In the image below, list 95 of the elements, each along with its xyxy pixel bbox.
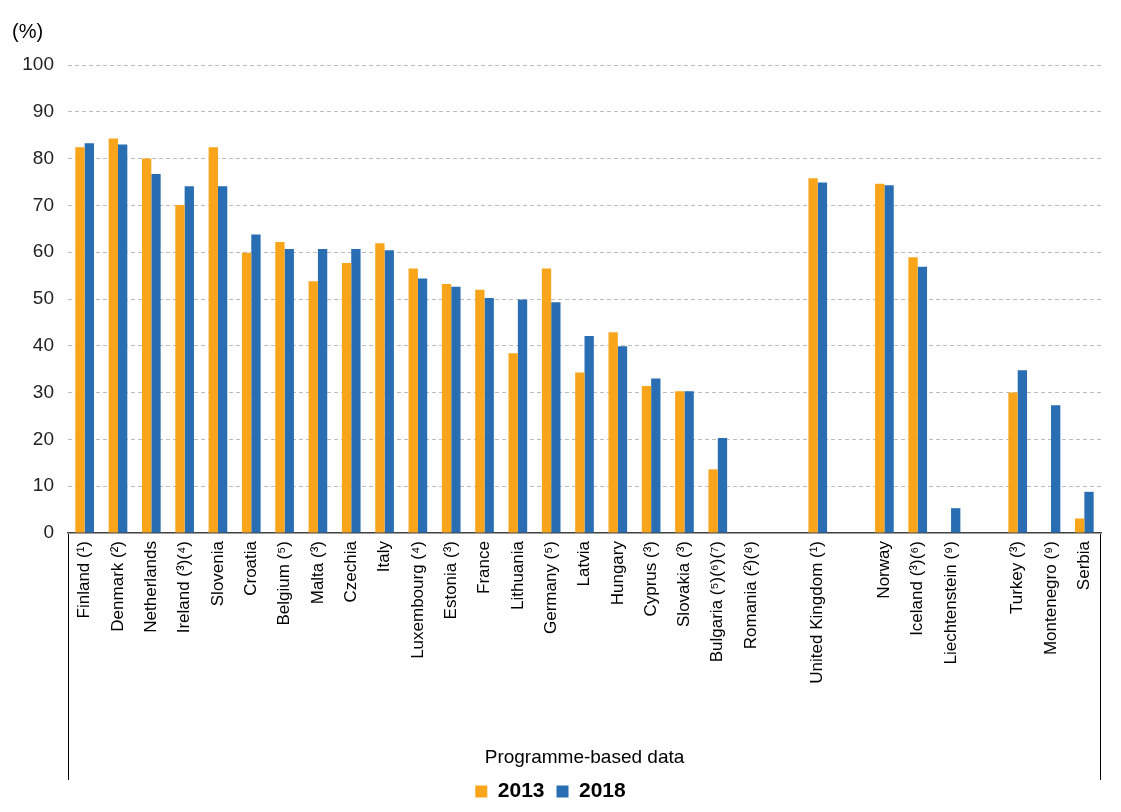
bar bbox=[517, 299, 528, 533]
x-tick-label: Iceland (³)(⁶) bbox=[907, 541, 927, 636]
bar bbox=[617, 346, 628, 533]
y-tick-label: 90 bbox=[32, 100, 54, 122]
x-tick-label: Luxembourg (⁴) bbox=[407, 541, 427, 659]
bar bbox=[375, 243, 385, 533]
y-tick-label: 50 bbox=[32, 287, 54, 309]
x-tick-label: Belgium (⁵) bbox=[274, 541, 294, 626]
bar bbox=[75, 147, 85, 533]
bar bbox=[117, 144, 128, 533]
bar bbox=[484, 298, 494, 533]
x-tick-label: Italy bbox=[374, 540, 394, 573]
x-tick-label: Montenegro (⁹) bbox=[1040, 541, 1060, 656]
x-tick-label: Ireland (³)(⁴) bbox=[174, 541, 194, 634]
bar bbox=[384, 250, 394, 533]
x-tick-label: Hungary bbox=[607, 540, 627, 606]
bar bbox=[308, 281, 318, 533]
x-tick-label: Slovakia (³) bbox=[674, 541, 694, 627]
bar bbox=[641, 386, 652, 533]
bar bbox=[1017, 370, 1028, 533]
x-tick-label: Slovenia bbox=[207, 540, 227, 607]
x-axis-title: Programme-based data bbox=[484, 745, 685, 767]
bar bbox=[141, 158, 152, 533]
x-tick-label: Estonia (³) bbox=[440, 541, 460, 620]
bar bbox=[551, 302, 561, 533]
x-tick-label: Romania (²)(⁸) bbox=[740, 541, 760, 650]
bar bbox=[451, 286, 461, 533]
bar bbox=[84, 143, 94, 533]
bar bbox=[808, 178, 818, 533]
x-tick-label: Turkey (³) bbox=[1007, 541, 1027, 615]
bar bbox=[951, 508, 961, 533]
bar bbox=[608, 332, 618, 533]
bar bbox=[675, 391, 685, 533]
bar bbox=[175, 204, 185, 533]
bar bbox=[575, 372, 585, 533]
y-tick-label: 100 bbox=[22, 53, 54, 75]
x-tick-label: Liechtenstein (⁹) bbox=[940, 541, 960, 665]
bar bbox=[541, 268, 552, 533]
x-tick-label: Malta (³) bbox=[307, 541, 327, 605]
bar bbox=[184, 186, 194, 533]
bar bbox=[708, 469, 718, 533]
y-tick-label: 80 bbox=[32, 146, 54, 168]
bar bbox=[475, 289, 485, 533]
bar bbox=[884, 185, 894, 533]
bar bbox=[908, 257, 918, 533]
y-tick-label: 30 bbox=[32, 380, 54, 402]
y-tick-label: 0 bbox=[43, 521, 54, 543]
x-tick-label: Lithuania bbox=[507, 540, 527, 611]
y-tick-label: 20 bbox=[32, 427, 54, 449]
y-tick-label: 70 bbox=[32, 193, 54, 215]
y-axis-title: (%) bbox=[12, 19, 44, 42]
bar bbox=[151, 174, 161, 533]
x-tick-label: Germany (⁵) bbox=[540, 541, 560, 635]
x-tick-label: Croatia bbox=[240, 540, 260, 596]
bar bbox=[651, 378, 661, 533]
y-tick-label: 10 bbox=[32, 474, 54, 496]
x-tick-label: Czechia bbox=[340, 540, 360, 603]
bar bbox=[584, 335, 594, 533]
bar bbox=[1008, 392, 1018, 533]
x-tick-label: France bbox=[474, 541, 494, 594]
bar bbox=[717, 438, 728, 533]
x-tick-label: Finland (¹) bbox=[74, 541, 94, 619]
x-tick-label: United Kingdom (¹) bbox=[807, 541, 827, 684]
bar bbox=[351, 248, 361, 533]
bar bbox=[217, 186, 228, 533]
bar bbox=[817, 182, 828, 533]
x-tick-label: Netherlands bbox=[140, 541, 160, 633]
bar bbox=[108, 138, 118, 533]
bar bbox=[508, 353, 518, 533]
bar bbox=[341, 262, 352, 533]
bar bbox=[917, 266, 928, 533]
bar bbox=[1051, 405, 1061, 533]
bar bbox=[317, 248, 328, 533]
bar bbox=[684, 391, 694, 533]
x-tick-label: Cyprus (³) bbox=[640, 541, 660, 617]
legend-label: 2018 bbox=[579, 778, 627, 802]
bar bbox=[208, 147, 218, 533]
x-tick-label: Latvia bbox=[574, 540, 594, 587]
bar bbox=[275, 241, 285, 533]
bar bbox=[417, 278, 428, 533]
x-tick-label: Norway bbox=[874, 540, 894, 599]
bar bbox=[875, 183, 885, 533]
y-tick-label: 40 bbox=[32, 334, 54, 356]
bar bbox=[1075, 518, 1085, 533]
bar bbox=[251, 234, 261, 533]
legend-label: 2013 bbox=[497, 778, 545, 802]
x-tick-label: Denmark (²) bbox=[107, 541, 127, 632]
bar bbox=[241, 252, 252, 533]
bar bbox=[1084, 491, 1094, 533]
y-tick-label: 60 bbox=[32, 240, 54, 262]
x-tick-label: Serbia bbox=[1074, 540, 1094, 591]
bar bbox=[441, 284, 452, 533]
x-tick-label: Bulgaria (⁵)(⁶)(⁷) bbox=[707, 541, 727, 663]
bar bbox=[408, 268, 418, 533]
bar bbox=[284, 248, 294, 533]
